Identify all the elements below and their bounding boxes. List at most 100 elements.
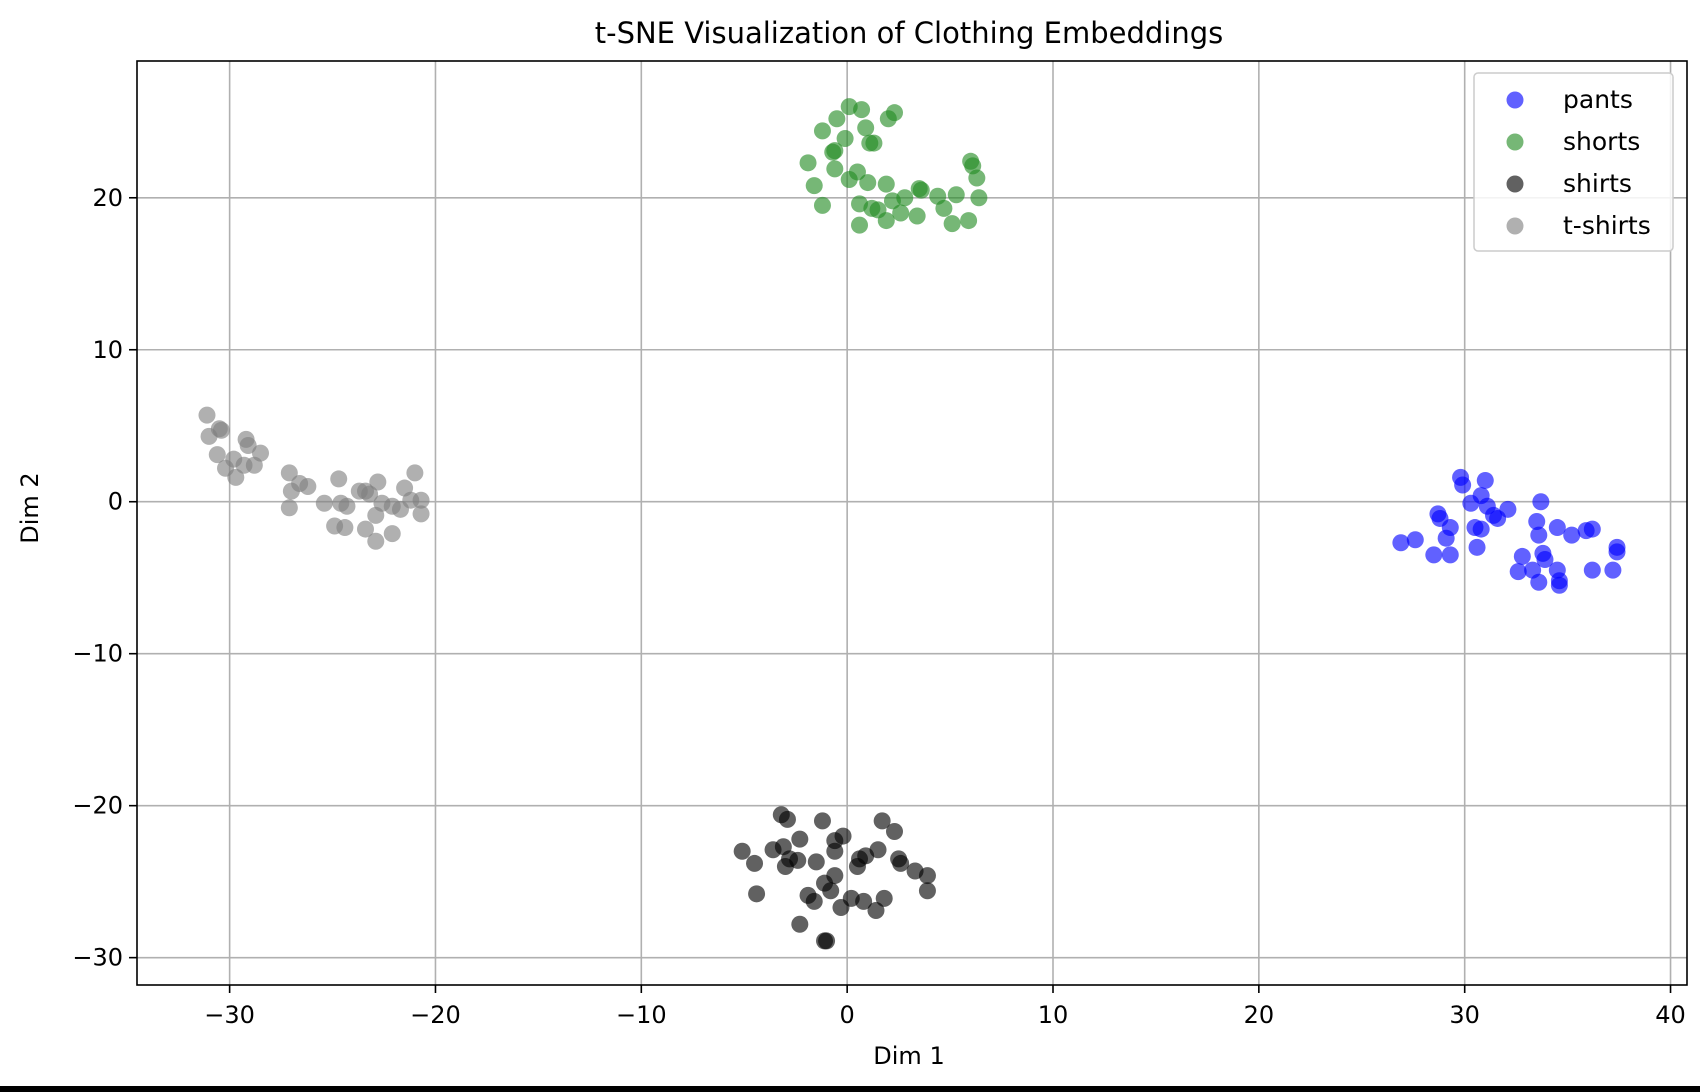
data-point-shirts: [826, 842, 844, 860]
series-pants: [1392, 468, 1626, 594]
legend-label-shirts: shirts: [1563, 169, 1632, 198]
data-point-t-shirts: [356, 520, 374, 538]
data-point-shorts: [799, 154, 817, 172]
data-point-t-shirts: [200, 427, 218, 445]
data-point-pants: [1608, 543, 1626, 561]
data-points: [198, 98, 1626, 950]
data-point-shorts: [908, 207, 926, 225]
data-point-shorts: [879, 110, 897, 128]
data-point-shorts: [877, 175, 895, 193]
data-point-t-shirts: [367, 506, 385, 524]
data-point-t-shirts: [361, 485, 379, 503]
data-point-shirts: [807, 853, 825, 871]
data-point-pants: [1472, 520, 1490, 538]
y-tick-label: −10: [72, 640, 123, 668]
legend: pants shorts shirts t-shirts: [1473, 72, 1674, 252]
data-point-pants: [1583, 520, 1601, 538]
data-point-t-shirts: [280, 499, 298, 517]
data-point-shirts: [776, 857, 794, 875]
data-point-shorts: [896, 189, 914, 207]
data-point-pants: [1513, 547, 1531, 565]
data-point-shorts: [912, 181, 930, 199]
data-point-t-shirts: [336, 519, 354, 537]
data-point-shirts: [918, 882, 936, 900]
y-tick-label: −20: [72, 792, 123, 820]
data-point-pants: [1462, 494, 1480, 512]
data-point-t-shirts: [338, 497, 356, 515]
y-axis-label: Dim 2: [16, 472, 44, 543]
data-point-t-shirts: [208, 446, 226, 464]
x-axis-label: Dim 1: [873, 1042, 944, 1070]
data-point-shirts: [886, 823, 904, 841]
data-point-shorts: [826, 142, 844, 160]
data-point-t-shirts: [299, 478, 317, 496]
data-point-pants: [1468, 538, 1486, 556]
series-t-shirts: [198, 406, 430, 550]
data-point-shorts: [851, 216, 869, 234]
data-point-pants: [1441, 546, 1459, 564]
x-tick-label: −10: [616, 1001, 667, 1029]
data-point-shorts: [970, 189, 988, 207]
data-point-t-shirts: [198, 406, 216, 424]
legend-label-pants: pants: [1563, 85, 1633, 114]
data-point-t-shirts: [330, 470, 348, 488]
data-point-pants: [1550, 572, 1568, 590]
data-point-shorts: [813, 122, 831, 140]
data-point-shorts: [892, 204, 910, 222]
data-point-shirts: [875, 889, 893, 907]
legend-marker-t-shirts: [1506, 217, 1524, 235]
data-point-pants: [1528, 512, 1546, 530]
legend-box: [1473, 72, 1674, 252]
data-point-pants: [1509, 563, 1527, 581]
window-bottom-border: [0, 1086, 1700, 1092]
legend-label-shorts: shorts: [1563, 127, 1640, 156]
data-point-shirts: [892, 854, 910, 872]
data-point-shirts: [873, 812, 891, 830]
data-point-shorts: [935, 199, 953, 217]
data-point-t-shirts: [391, 500, 409, 518]
data-point-t-shirts: [412, 491, 430, 509]
data-point-pants: [1604, 561, 1622, 579]
data-point-pants: [1563, 526, 1581, 544]
data-point-t-shirts: [239, 436, 257, 454]
data-point-shorts: [813, 196, 831, 214]
x-tick-label: 40: [1655, 1001, 1686, 1029]
data-point-shorts: [857, 119, 875, 137]
data-point-shirts: [746, 854, 764, 872]
x-tick-label: −30: [204, 1001, 255, 1029]
data-point-shirts: [832, 898, 850, 916]
data-point-shirts: [778, 810, 796, 828]
data-point-shirts: [818, 932, 836, 950]
y-tick-label: 10: [92, 336, 123, 364]
data-point-shirts: [813, 812, 831, 830]
data-point-t-shirts: [282, 482, 300, 500]
x-tick-label: 20: [1244, 1001, 1275, 1029]
data-point-shorts: [828, 110, 846, 128]
data-point-shorts: [968, 169, 986, 187]
data-point-pants: [1425, 546, 1443, 564]
data-point-shorts: [960, 212, 978, 230]
data-point-shorts: [826, 160, 844, 178]
data-point-shorts: [853, 101, 871, 119]
x-tick-label: 0: [840, 1001, 855, 1029]
data-point-shirts: [918, 867, 936, 885]
data-point-shorts: [840, 171, 858, 189]
y-tick-label: 20: [92, 184, 123, 212]
data-point-shorts: [865, 134, 883, 152]
x-tick-label: −20: [410, 1001, 461, 1029]
data-point-pants: [1489, 509, 1507, 527]
data-point-shorts: [805, 177, 823, 195]
data-point-shirts: [733, 842, 751, 860]
data-point-shirts: [822, 882, 840, 900]
data-point-pants: [1476, 471, 1494, 489]
data-point-t-shirts: [406, 464, 424, 482]
data-point-pants: [1548, 519, 1566, 537]
series-shirts: [733, 806, 936, 950]
legend-marker-shorts: [1506, 133, 1524, 151]
legend-label-t-shirts: t-shirts: [1563, 211, 1651, 240]
series-shorts: [799, 98, 988, 234]
legend-marker-pants: [1506, 91, 1524, 109]
data-point-shirts: [748, 885, 766, 903]
data-point-shorts: [859, 174, 877, 192]
